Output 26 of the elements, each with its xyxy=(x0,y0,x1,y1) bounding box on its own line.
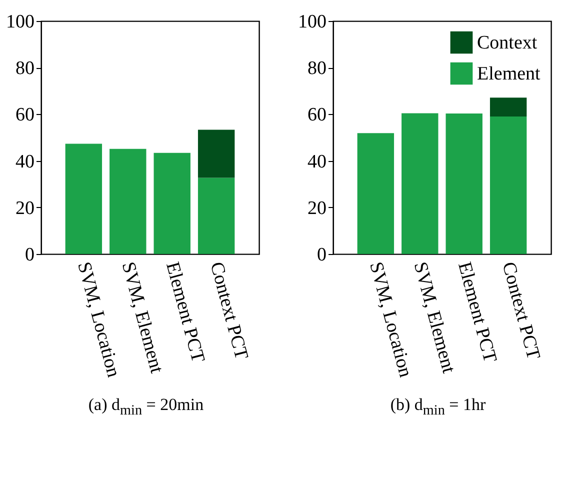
bar xyxy=(357,133,394,254)
legend-label: Context xyxy=(477,32,538,54)
bar xyxy=(490,98,527,117)
bar xyxy=(490,116,527,254)
bar xyxy=(446,114,482,254)
y-tick-label: 0 xyxy=(317,244,326,266)
bar xyxy=(198,130,235,178)
y-tick-label: 0 xyxy=(25,244,34,266)
y-tick-label: 60 xyxy=(16,104,34,126)
y-tick-label: 40 xyxy=(16,151,34,172)
text: (b) d$_{min}$ = 1hr xyxy=(389,395,487,420)
y-tick-label: 100 xyxy=(298,12,326,32)
text: (a) d$_{min}$ = 20min xyxy=(87,395,205,420)
bar xyxy=(402,113,438,254)
y-tick-label: 20 xyxy=(16,198,34,219)
bar xyxy=(198,178,235,254)
legend-label: Element xyxy=(477,64,542,84)
bar xyxy=(110,148,146,254)
y-tick-label: 20 xyxy=(308,198,326,219)
y-tick-label: 80 xyxy=(308,58,326,80)
bar xyxy=(154,152,190,254)
y-tick-label: 80 xyxy=(16,58,34,80)
y-tick-label: 40 xyxy=(308,151,326,172)
y-tick-label: 60 xyxy=(308,104,326,126)
bar xyxy=(65,144,102,254)
y-tick-label: 100 xyxy=(6,12,34,32)
